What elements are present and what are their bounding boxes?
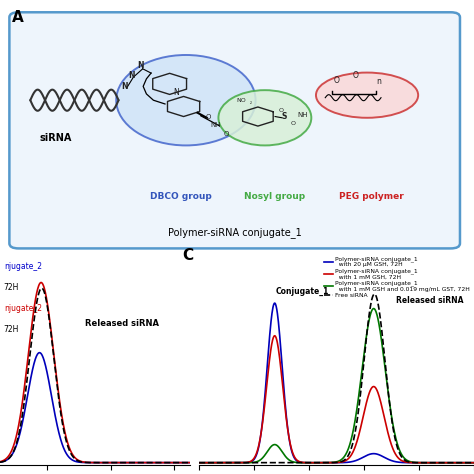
Text: 72H: 72H bbox=[4, 283, 19, 292]
Legend: Polymer-siRNA conjugate_1
  with 20 μM GSH, 72H, Polymer-siRNA conjugate_1
  wit: Polymer-siRNA conjugate_1 with 20 μM GSH… bbox=[323, 255, 471, 300]
Text: Conjugate_1: Conjugate_1 bbox=[276, 287, 329, 296]
Text: PEG polymer: PEG polymer bbox=[339, 192, 404, 201]
FancyBboxPatch shape bbox=[9, 12, 460, 248]
Ellipse shape bbox=[219, 90, 311, 146]
Text: O: O bbox=[224, 131, 229, 137]
Text: N: N bbox=[128, 71, 134, 80]
Text: DBCO group: DBCO group bbox=[150, 192, 212, 201]
Text: siRNA: siRNA bbox=[40, 133, 72, 143]
Ellipse shape bbox=[116, 55, 255, 146]
Text: C: C bbox=[182, 247, 194, 263]
Text: NO: NO bbox=[237, 98, 246, 103]
Text: Nosyl group: Nosyl group bbox=[244, 192, 305, 201]
Text: N: N bbox=[174, 88, 180, 97]
Text: NH: NH bbox=[211, 122, 221, 128]
Text: O: O bbox=[279, 108, 283, 112]
Text: O: O bbox=[290, 121, 295, 127]
Text: A: A bbox=[12, 10, 23, 25]
Ellipse shape bbox=[316, 73, 418, 118]
Text: njugate_2: njugate_2 bbox=[4, 262, 42, 271]
Text: njugate_2: njugate_2 bbox=[4, 304, 42, 313]
Text: n: n bbox=[376, 77, 381, 86]
Text: O: O bbox=[334, 76, 340, 85]
Text: ₂: ₂ bbox=[250, 100, 252, 105]
Text: NH: NH bbox=[297, 111, 308, 118]
Text: O: O bbox=[205, 114, 211, 120]
Text: N: N bbox=[121, 82, 128, 91]
Text: S: S bbox=[282, 112, 287, 121]
Text: Released siRNA: Released siRNA bbox=[396, 296, 463, 305]
Text: Released siRNA: Released siRNA bbox=[85, 319, 159, 328]
Text: N: N bbox=[137, 61, 144, 70]
Text: Polymer-siRNA conjugate_1: Polymer-siRNA conjugate_1 bbox=[168, 228, 301, 238]
Text: O: O bbox=[353, 71, 358, 80]
Text: 72H: 72H bbox=[4, 325, 19, 334]
